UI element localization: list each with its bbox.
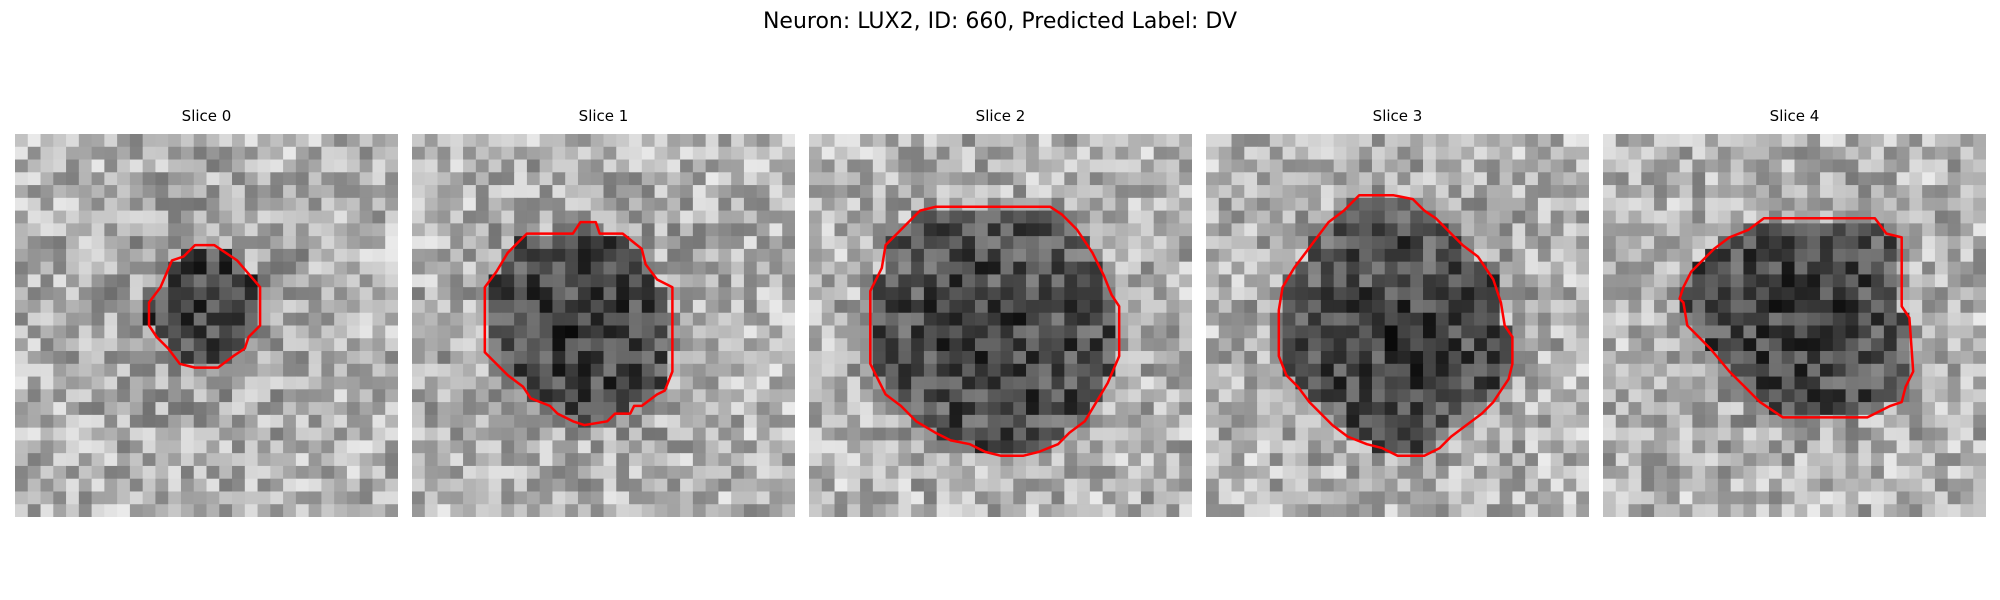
neuron-contour [147, 243, 262, 369]
pixel-grid [809, 134, 1192, 517]
slice-image-4 [1603, 134, 1986, 517]
slice-panel-0: Slice 0 [15, 106, 398, 517]
slice-title-4: Slice 4 [1769, 107, 1820, 125]
slice-panel-2: Slice 2 [809, 106, 1192, 517]
neuron-contour [869, 205, 1121, 457]
slice-image-1 [412, 134, 795, 517]
pixel-grid [1603, 134, 1986, 517]
slice-title-2: Slice 2 [975, 107, 1026, 125]
slice-title-1: Slice 1 [578, 107, 629, 125]
pixel-grid [412, 134, 795, 517]
slice-panel-1: Slice 1 [412, 106, 795, 517]
slice-panel-4: Slice 4 [1603, 106, 1986, 517]
slice-image-0 [15, 134, 398, 517]
slice-title-3: Slice 3 [1372, 107, 1423, 125]
slice-image-3 [1206, 134, 1589, 517]
slice-title-0: Slice 0 [181, 107, 232, 125]
neuron-contour [1277, 194, 1514, 457]
slice-panel-3: Slice 3 [1206, 106, 1589, 517]
pixel-grid [15, 134, 398, 517]
pixel-grid [1206, 134, 1589, 517]
neuron-contour [1678, 217, 1915, 419]
figure-title: Neuron: LUX2, ID: 660, Predicted Label: … [762, 9, 1238, 34]
neuron-contour [483, 220, 674, 427]
slice-image-2 [809, 134, 1192, 517]
